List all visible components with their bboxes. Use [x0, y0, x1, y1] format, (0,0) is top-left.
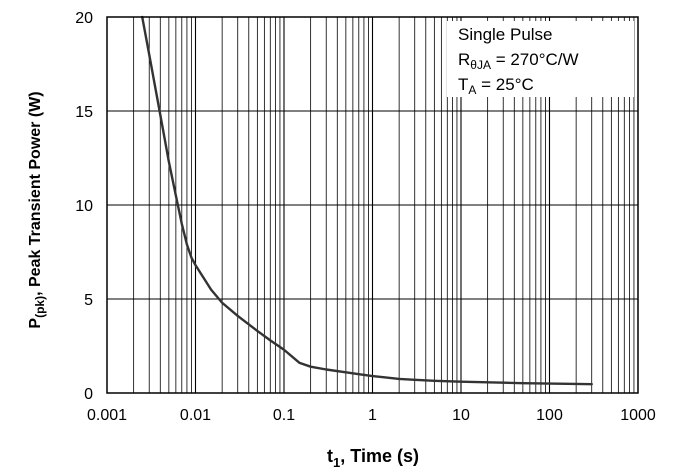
- x-tick-label: 1: [368, 407, 377, 424]
- x-tick-label: 100: [536, 407, 563, 424]
- x-tick-labels: 0.001 0.01 0.1 1 10 100 1000: [87, 407, 656, 424]
- x-tick-label: 1000: [620, 407, 656, 424]
- grid: [107, 17, 638, 393]
- x-tick-label: 10: [452, 407, 470, 424]
- y-tick-label: 0: [84, 386, 93, 403]
- series-layer: [141, 15, 593, 386]
- plot-frame: [106, 16, 639, 394]
- x-tick-label: 0.001: [87, 407, 127, 424]
- x-tick-label: 0.01: [180, 407, 211, 424]
- x-tick-label: 0.1: [273, 407, 295, 424]
- y-tick-label: 10: [75, 198, 93, 215]
- y-tick-label: 20: [75, 10, 93, 27]
- y-tick-label: 5: [84, 292, 93, 309]
- power-curve: [141, 15, 593, 386]
- x-axis-title: t1, Time (s): [327, 446, 419, 470]
- y-axis-title: P(pk), Peak Transient Power (W): [27, 91, 47, 328]
- y-tick-label: 15: [75, 104, 93, 121]
- y-tick-labels: 0 5 10 15 20: [75, 10, 93, 403]
- annotation-single-pulse: Single Pulse: [458, 25, 553, 44]
- annotation-thermal-resistance: RθJA = 270°C/W: [458, 50, 579, 72]
- annotation-background: [447, 21, 634, 97]
- annotation-ambient-temperature: TA = 25°C: [458, 75, 534, 97]
